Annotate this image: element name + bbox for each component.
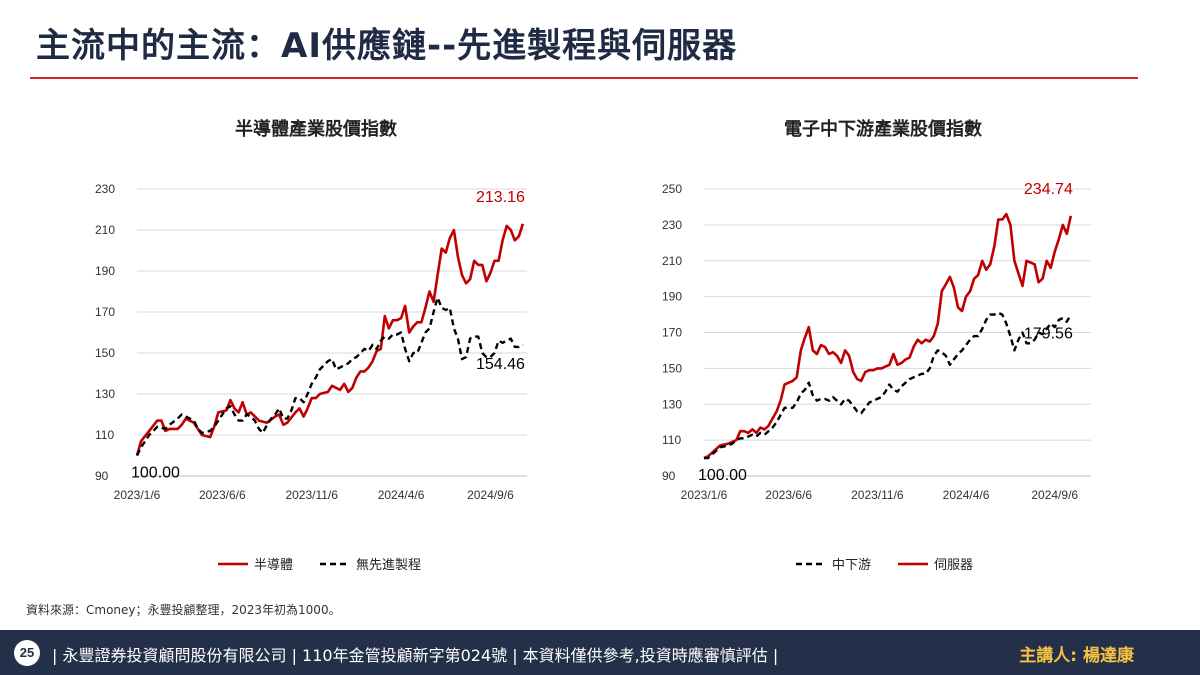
x-tick-label: 2023/1/6 — [114, 488, 161, 502]
legend-label: 中下游 — [832, 558, 871, 573]
x-tick-label: 2024/4/6 — [378, 488, 425, 502]
y-tick-label: 210 — [662, 254, 682, 268]
x-tick-label: 2023/6/6 — [199, 488, 246, 502]
y-tick-label: 210 — [95, 223, 115, 237]
chart-electronics-downstream: 電子中下游產業股價指數 90 110 130 150 170 190 210 230 250 202… — [662, 118, 1091, 573]
data-label: 179.56 — [1024, 326, 1073, 343]
legend-label: 無先進製程 — [356, 558, 421, 573]
chart-title: 電子中下游產業股價指數 — [784, 118, 982, 140]
page-number-badge: 25 — [14, 640, 40, 666]
data-label: 213.16 — [476, 189, 525, 206]
y-tick-label: 250 — [662, 182, 682, 196]
presenter-name: 主講人: 楊達康 — [1019, 646, 1134, 666]
x-tick-label: 2023/11/6 — [851, 488, 904, 502]
x-tick-label: 2023/1/6 — [681, 488, 728, 502]
y-tick-label: 150 — [95, 346, 115, 360]
y-tick-label: 110 — [662, 433, 681, 447]
slide-title: 主流中的主流：AI供應鏈--先進製程與伺服器 — [36, 26, 738, 66]
footer-disclaimer: | 永豐證券投資顧問股份有限公司 | 110年金管投顧新字第024號 | 本資料… — [52, 646, 779, 665]
charts-canvas: 半導體產業股價指數 90 110 130 150 170 190 210 230 2023/1/6… — [95, 118, 1091, 573]
y-tick-label: 90 — [662, 469, 676, 483]
y-tick-label: 150 — [662, 361, 682, 375]
y-tick-label: 170 — [95, 305, 115, 319]
series-line — [135, 223, 525, 456]
source-note: 資料來源：Cmoney；永豐投顧整理，2023年初為1000。 — [26, 603, 341, 617]
y-tick-label: 190 — [662, 290, 682, 304]
series-line — [704, 311, 1072, 460]
data-label: 154.46 — [476, 356, 525, 373]
title-divider — [30, 77, 1138, 79]
y-tick-label: 110 — [95, 428, 114, 442]
legend-label: 半導體 — [254, 558, 293, 573]
x-tick-label: 2023/6/6 — [765, 488, 812, 502]
y-tick-label: 170 — [662, 326, 682, 340]
y-tick-label: 130 — [95, 387, 115, 401]
chart-semiconductor: 半導體產業股價指數 90 110 130 150 170 190 210 230 2023/1/6… — [95, 118, 527, 573]
y-tick-label: 230 — [662, 218, 682, 232]
legend-label: 伺服器 — [934, 558, 973, 573]
series-line — [703, 212, 1073, 460]
data-label: 100.00 — [698, 467, 747, 484]
x-tick-label: 2024/9/6 — [467, 488, 514, 502]
x-tick-label: 2024/9/6 — [1031, 488, 1078, 502]
data-label: 100.00 — [131, 465, 180, 482]
chart-title: 半導體產業股價指數 — [235, 118, 397, 140]
series-line — [135, 296, 524, 457]
y-tick-label: 130 — [662, 397, 682, 411]
y-tick-label: 90 — [95, 469, 109, 483]
y-tick-label: 230 — [95, 182, 115, 196]
x-tick-label: 2023/11/6 — [285, 488, 338, 502]
data-label: 234.74 — [1024, 181, 1073, 198]
y-tick-label: 190 — [95, 264, 115, 278]
x-tick-label: 2024/4/6 — [943, 488, 990, 502]
footer-bar: 25 | 永豐證券投資顧問股份有限公司 | 110年金管投顧新字第024號 | … — [0, 630, 1200, 675]
